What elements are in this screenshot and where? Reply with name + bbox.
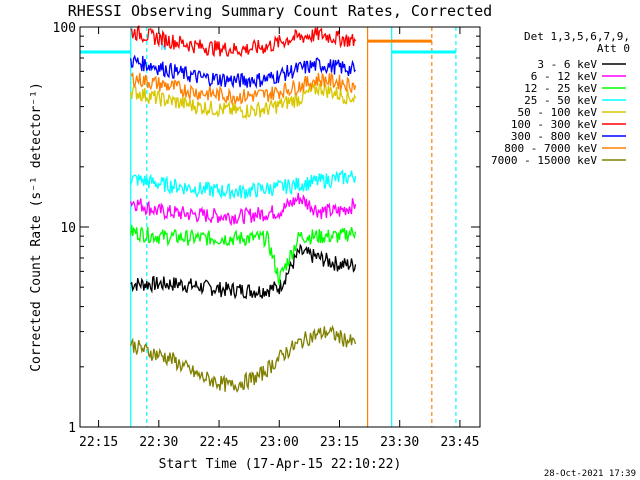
- y-axis-label: Corrected Count Rate (s⁻¹ detector⁻¹): [29, 82, 44, 372]
- x-tick-label: 22:15: [79, 435, 118, 450]
- y-tick-label: 100: [53, 21, 76, 36]
- legend-header: Det 1,3,5,6,7,9,: [524, 30, 630, 43]
- legend-label: 3 - 6 keV: [537, 58, 597, 71]
- plot-frame: [79, 26, 481, 428]
- legend-label: 50 - 100 keV: [518, 106, 598, 119]
- series-line-100-300-kev: [130, 24, 357, 58]
- x-tick-label: 23:00: [260, 435, 299, 450]
- series-line-6-12-kev: [130, 192, 357, 227]
- observing-bands: N: [80, 27, 457, 427]
- x-tick-label: 23:30: [380, 435, 419, 450]
- series-line-25-50-kev: [130, 169, 357, 200]
- legend-label: 800 - 7000 keV: [504, 142, 597, 155]
- x-tick-label: 22:30: [139, 435, 178, 450]
- series-layer: [130, 24, 357, 393]
- legend-label: 100 - 300 keV: [511, 118, 597, 131]
- x-axis-label: Start Time (17-Apr-15 22:10:22): [159, 457, 402, 472]
- series-line-300-800-kev: [130, 54, 356, 89]
- legend-label: 7000 - 15000 keV: [491, 154, 597, 167]
- legend-label: 6 - 12 keV: [531, 70, 598, 83]
- legend-label: 25 - 50 keV: [524, 94, 597, 107]
- timestamp: 28-Oct-2021 17:39: [544, 469, 636, 479]
- series-line-800-7000-kev: [130, 71, 357, 106]
- legend-label: 300 - 800 keV: [511, 130, 597, 143]
- y-tick-label: 1: [68, 421, 76, 436]
- legend-label: 12 - 25 keV: [524, 82, 597, 95]
- series-line-50-100-kev: [130, 80, 357, 121]
- axes: 22:15 22:30 22:45 23:00 23:15 23:30 23:45 1 10 10…: [53, 21, 480, 450]
- series-line-12-25-kev: [130, 224, 357, 286]
- series-line-7000-15000-kev: [130, 324, 357, 393]
- x-tick-label: 23:45: [440, 435, 479, 450]
- marker-label: N: [161, 43, 166, 53]
- x-tick-label: 22:45: [199, 435, 238, 450]
- y-tick-label: 10: [60, 221, 76, 236]
- legend-header: Att 0: [597, 42, 630, 55]
- chart-title: RHESSI Observing Summary Count Rates, Co…: [68, 2, 492, 20]
- x-tick-label: 23:15: [320, 435, 359, 450]
- series-line-3-6-kev: [130, 243, 357, 300]
